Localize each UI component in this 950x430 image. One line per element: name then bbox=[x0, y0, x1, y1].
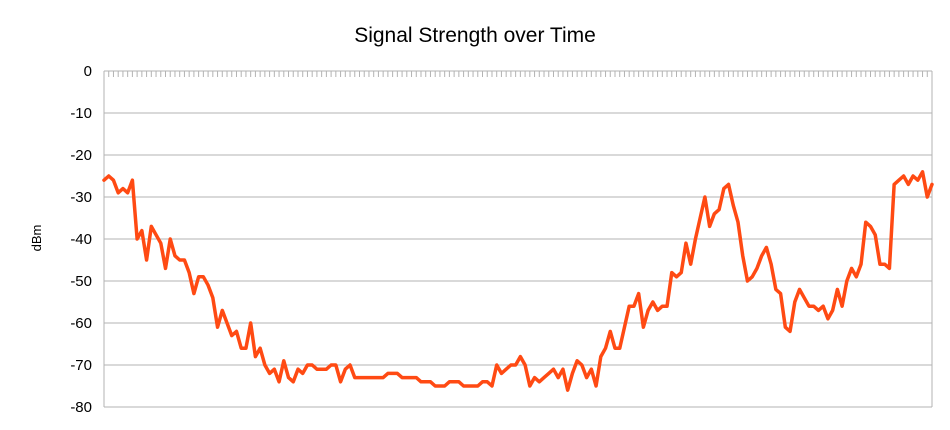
y-tick-label: 0 bbox=[84, 63, 92, 80]
y-tick-label: -30 bbox=[70, 189, 92, 206]
y-tick-labels: 0 -10 -20 -30 -40 -50 -60 -70 -80 bbox=[70, 63, 92, 416]
y-tick-label: -80 bbox=[70, 399, 92, 416]
series-line bbox=[102, 170, 934, 392]
y-tick-label: -50 bbox=[70, 273, 92, 290]
y-tick-label: -40 bbox=[70, 231, 92, 248]
x-minor-ticks bbox=[103, 71, 933, 77]
series-layer bbox=[102, 170, 934, 392]
y-tick-label: -10 bbox=[70, 105, 92, 122]
y-tick-label: -70 bbox=[70, 357, 92, 374]
y-tick-label: -60 bbox=[70, 315, 92, 332]
chart-title: Signal Strength over Time bbox=[354, 24, 596, 47]
y-axis-label: dBm bbox=[29, 225, 44, 252]
y-tick-label: -20 bbox=[70, 147, 92, 164]
gridlines bbox=[103, 70, 933, 408]
